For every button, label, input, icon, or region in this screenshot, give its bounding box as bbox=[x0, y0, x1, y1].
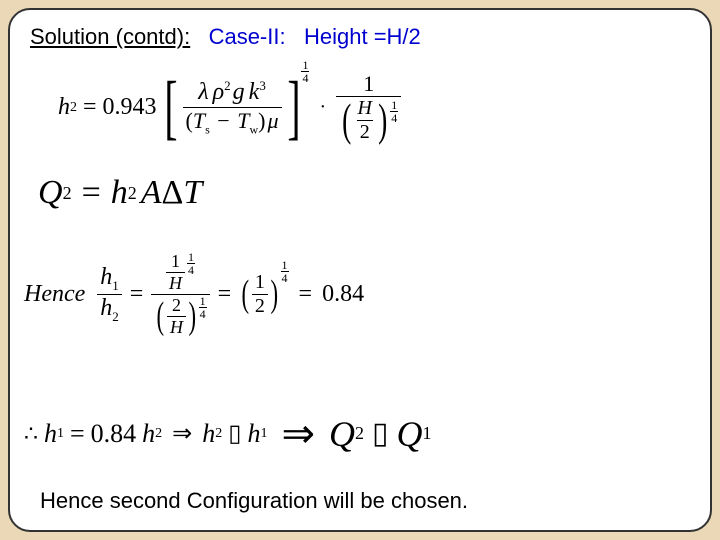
title-prefix: Solution (contd): bbox=[30, 24, 190, 49]
eq1-bracket-frac: λρ2gk3 (Ts − Tw)μ bbox=[183, 79, 282, 135]
eq1-hsub: 2 bbox=[70, 100, 77, 116]
equation-ratio: Hence h1 h2 = 1 H 1 4 bbox=[24, 252, 364, 337]
conclusion-text: Hence second Configuration will be chose… bbox=[40, 488, 468, 514]
content-panel: Solution (contd): Case-II: Height =H/2 h… bbox=[8, 8, 712, 532]
eq2-eq: = bbox=[82, 174, 101, 212]
eq3-eq2: = bbox=[218, 281, 232, 308]
title-height: Height =H/2 bbox=[304, 24, 421, 49]
title-case: Case-II: bbox=[209, 24, 286, 49]
title-line: Solution (contd): Case-II: Height =H/2 bbox=[30, 24, 690, 50]
slide-root: Solution (contd): Case-II: Height =H/2 h… bbox=[0, 0, 720, 540]
eq2-sub: 2 bbox=[63, 183, 72, 204]
equation-Q2: Q 2 = h 2 A Δ T bbox=[38, 174, 202, 212]
eq3-eq1: = bbox=[130, 281, 144, 308]
eq2-Delta: Δ bbox=[162, 174, 184, 212]
eq1-h: h bbox=[58, 94, 70, 121]
eq3-half-exp: 1 4 bbox=[281, 259, 289, 284]
eq3-eq3: = bbox=[299, 281, 313, 308]
eq1-dot: · bbox=[319, 96, 326, 119]
eq2-Q: Q bbox=[38, 174, 63, 212]
eq3-mid-frac: 1 H 1 4 ( 2 H ) 1 bbox=[151, 252, 209, 337]
eq1-exp: 1 4 bbox=[301, 59, 309, 84]
eq3-lhs-frac: h1 h2 bbox=[97, 265, 122, 323]
big-imply-icon: ⇒ bbox=[282, 410, 316, 457]
eq2-A: A bbox=[141, 174, 162, 212]
eq1-coeff: 0.943 bbox=[103, 94, 157, 121]
eq2-h: h bbox=[111, 174, 128, 212]
eq1-eq: = bbox=[83, 94, 97, 121]
eq2-T: T bbox=[183, 174, 202, 212]
relation-placeholder-2: ▯ bbox=[372, 416, 389, 451]
relation-placeholder-1: ▯ bbox=[228, 419, 241, 448]
eq3-val: 0.84 bbox=[322, 281, 364, 308]
imply-icon: ⇒ bbox=[172, 419, 192, 448]
equation-h2: h 2 = 0.943 [ λρ2gk3 (Ts − Tw)μ ] 1 4 · bbox=[58, 66, 401, 149]
equation-therefore: ∴ h1 = 0.84 h2 ⇒ h2 ▯ h1 ⇒ Q2 ▯ Q1 bbox=[24, 410, 432, 457]
eq1-rbracket: ] bbox=[287, 66, 300, 149]
eq1-second-frac: 1 ( H 2 ) 1 4 bbox=[336, 72, 401, 143]
therefore-symbol: ∴ bbox=[24, 421, 38, 447]
eq3-half-frac: 1 2 bbox=[252, 272, 268, 317]
eq1-lbracket: [ bbox=[164, 66, 177, 149]
eq3-hence: Hence bbox=[24, 281, 85, 308]
eq2-hsub: 2 bbox=[128, 183, 137, 204]
